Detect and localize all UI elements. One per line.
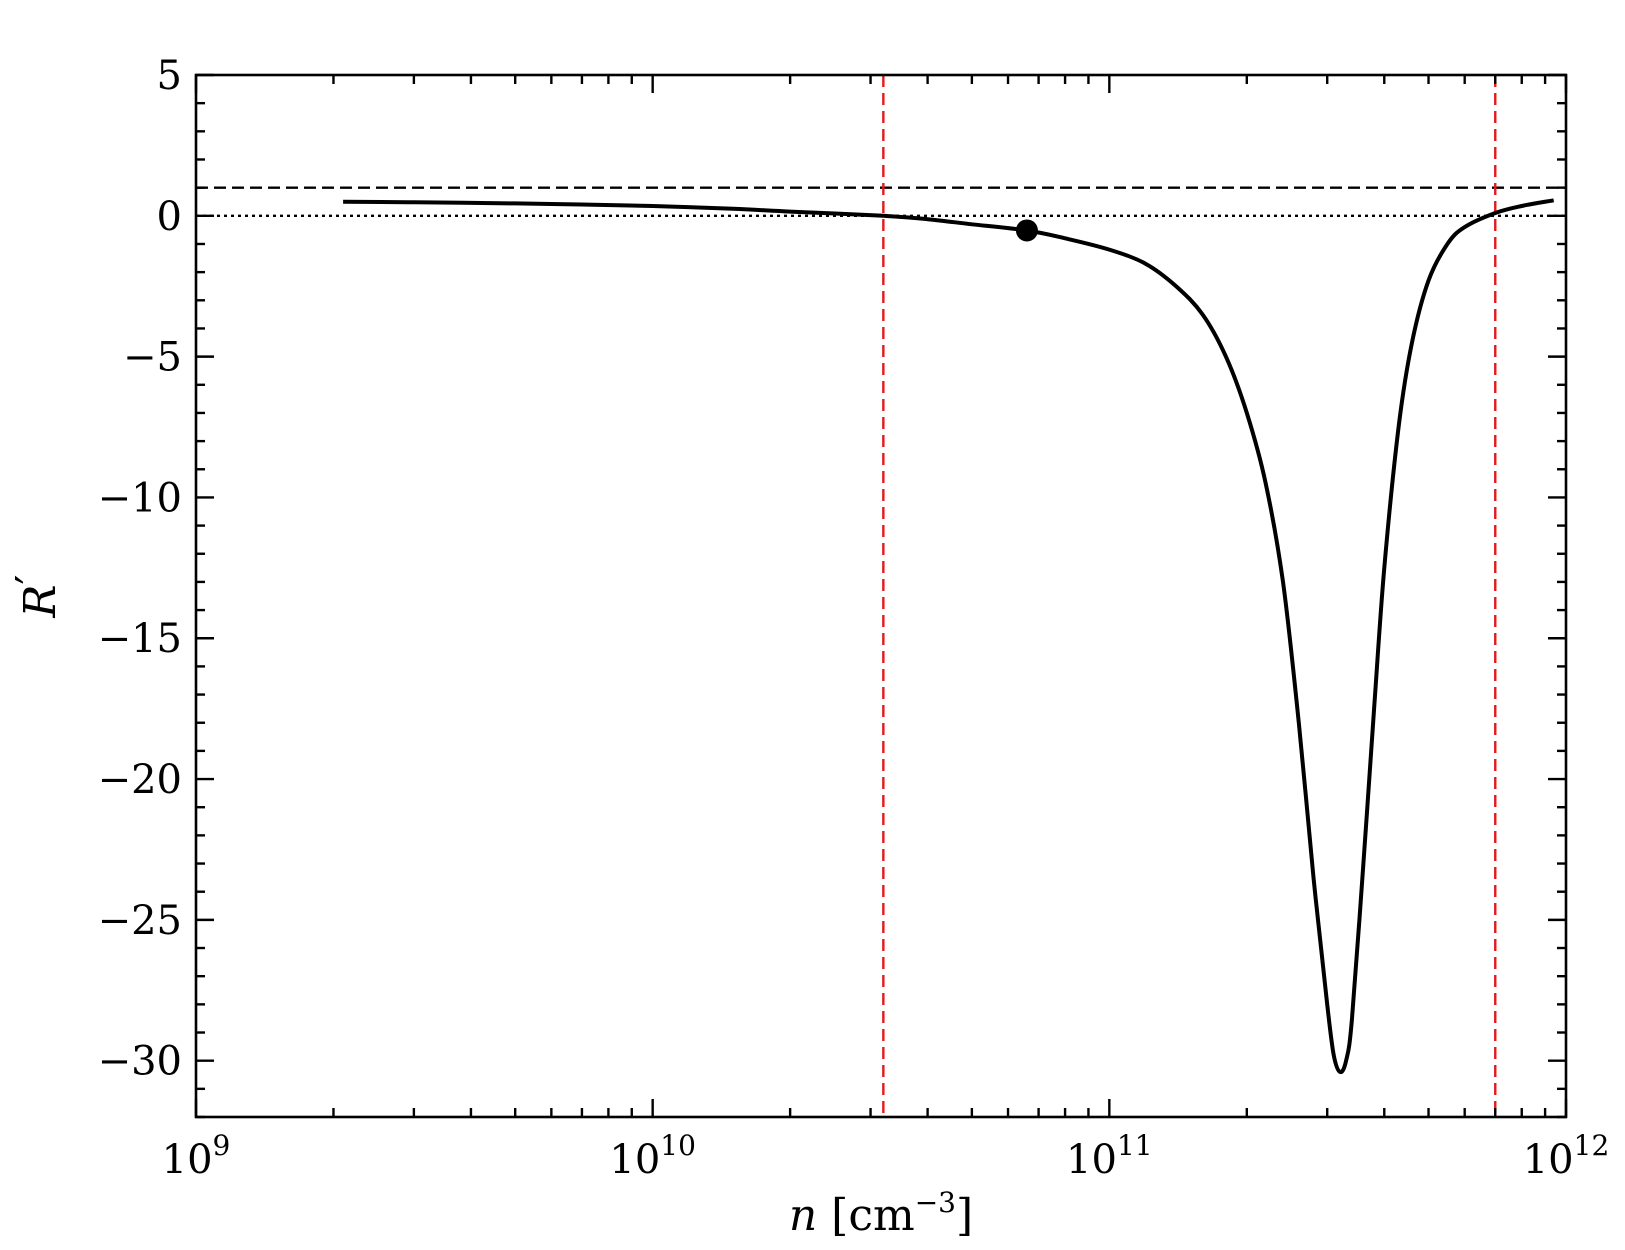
x-axis-title: n [cm−3] — [789, 1186, 973, 1241]
y-tick-label: 5 — [157, 53, 182, 99]
data-point-marker — [1015, 219, 1038, 242]
y-axis-var: R — [15, 584, 66, 618]
y-tick-label: −15 — [98, 616, 182, 662]
plot-area — [196, 75, 1566, 1117]
x-axis-var: n — [789, 1190, 817, 1241]
x-axis-unit-open: [cm — [817, 1190, 915, 1241]
y-tick-label: −10 — [98, 475, 182, 521]
y-tick-label: −25 — [98, 898, 182, 944]
x-tick-label: 1012 — [1523, 1129, 1610, 1183]
y-axis-prime: ′ — [7, 574, 58, 584]
x-tick-label: 1010 — [609, 1129, 696, 1183]
y-tick-label: −20 — [98, 757, 182, 803]
x-axis-unit-exp: −3 — [915, 1186, 956, 1219]
axis-ticks — [194, 73, 1568, 1119]
x-axis-unit-close: ] — [956, 1190, 973, 1241]
y-tick-label: −30 — [98, 1039, 182, 1085]
y-axis-title: R′ — [7, 574, 66, 618]
series-line-0 — [343, 198, 1555, 1075]
y-tick-label: −5 — [123, 335, 182, 381]
y-tick-label: 0 — [157, 194, 182, 240]
x-tick-label: 1011 — [1066, 1129, 1153, 1183]
x-tick-label: 109 — [162, 1129, 231, 1183]
tick-labels: 5 0 −5 −10 −15 −20 −25 −30 109 1010 1011 1012 — [98, 53, 1610, 1183]
plot-frame — [194, 73, 1568, 1119]
